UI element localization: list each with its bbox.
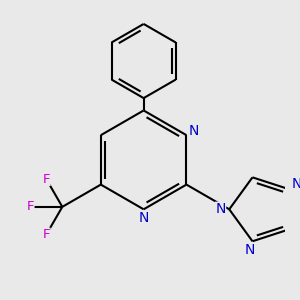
Text: N: N xyxy=(139,211,149,225)
Text: N: N xyxy=(244,243,255,257)
Text: N: N xyxy=(215,202,226,216)
Text: F: F xyxy=(43,172,50,185)
Text: N: N xyxy=(292,177,300,191)
Text: N: N xyxy=(189,124,199,138)
Text: F: F xyxy=(43,228,50,241)
Text: F: F xyxy=(26,200,34,213)
